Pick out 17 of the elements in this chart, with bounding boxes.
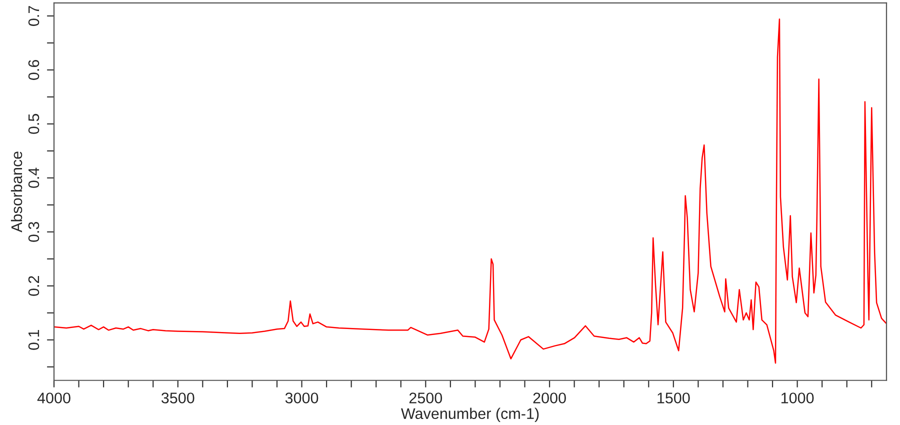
- x-tick-label: 1500: [658, 392, 690, 404]
- x-tick-label: 3500: [161, 392, 194, 404]
- y-tick-label: 0.1: [28, 330, 40, 350]
- y-tick-label: 0.7: [28, 6, 40, 26]
- x-axis-title: Wavenumber (cm-1): [400, 408, 539, 422]
- x-tick-label: 3000: [285, 392, 318, 404]
- y-axis-title: Absorbance: [10, 152, 22, 232]
- y-tick-label: 0.3: [28, 222, 40, 242]
- x-tick-label: 2000: [533, 392, 566, 404]
- y-tick-label: 0.6: [28, 60, 40, 80]
- y-tick-label: 0.2: [28, 276, 40, 296]
- x-tick-label: 4000: [37, 392, 70, 404]
- y-tick-label: 0.5: [28, 114, 40, 134]
- x-tick-label: 2500: [409, 392, 442, 404]
- line-series: [54, 18, 886, 364]
- y-tick-label: 0.4: [28, 168, 40, 188]
- x-tick-label: 1000: [781, 392, 814, 404]
